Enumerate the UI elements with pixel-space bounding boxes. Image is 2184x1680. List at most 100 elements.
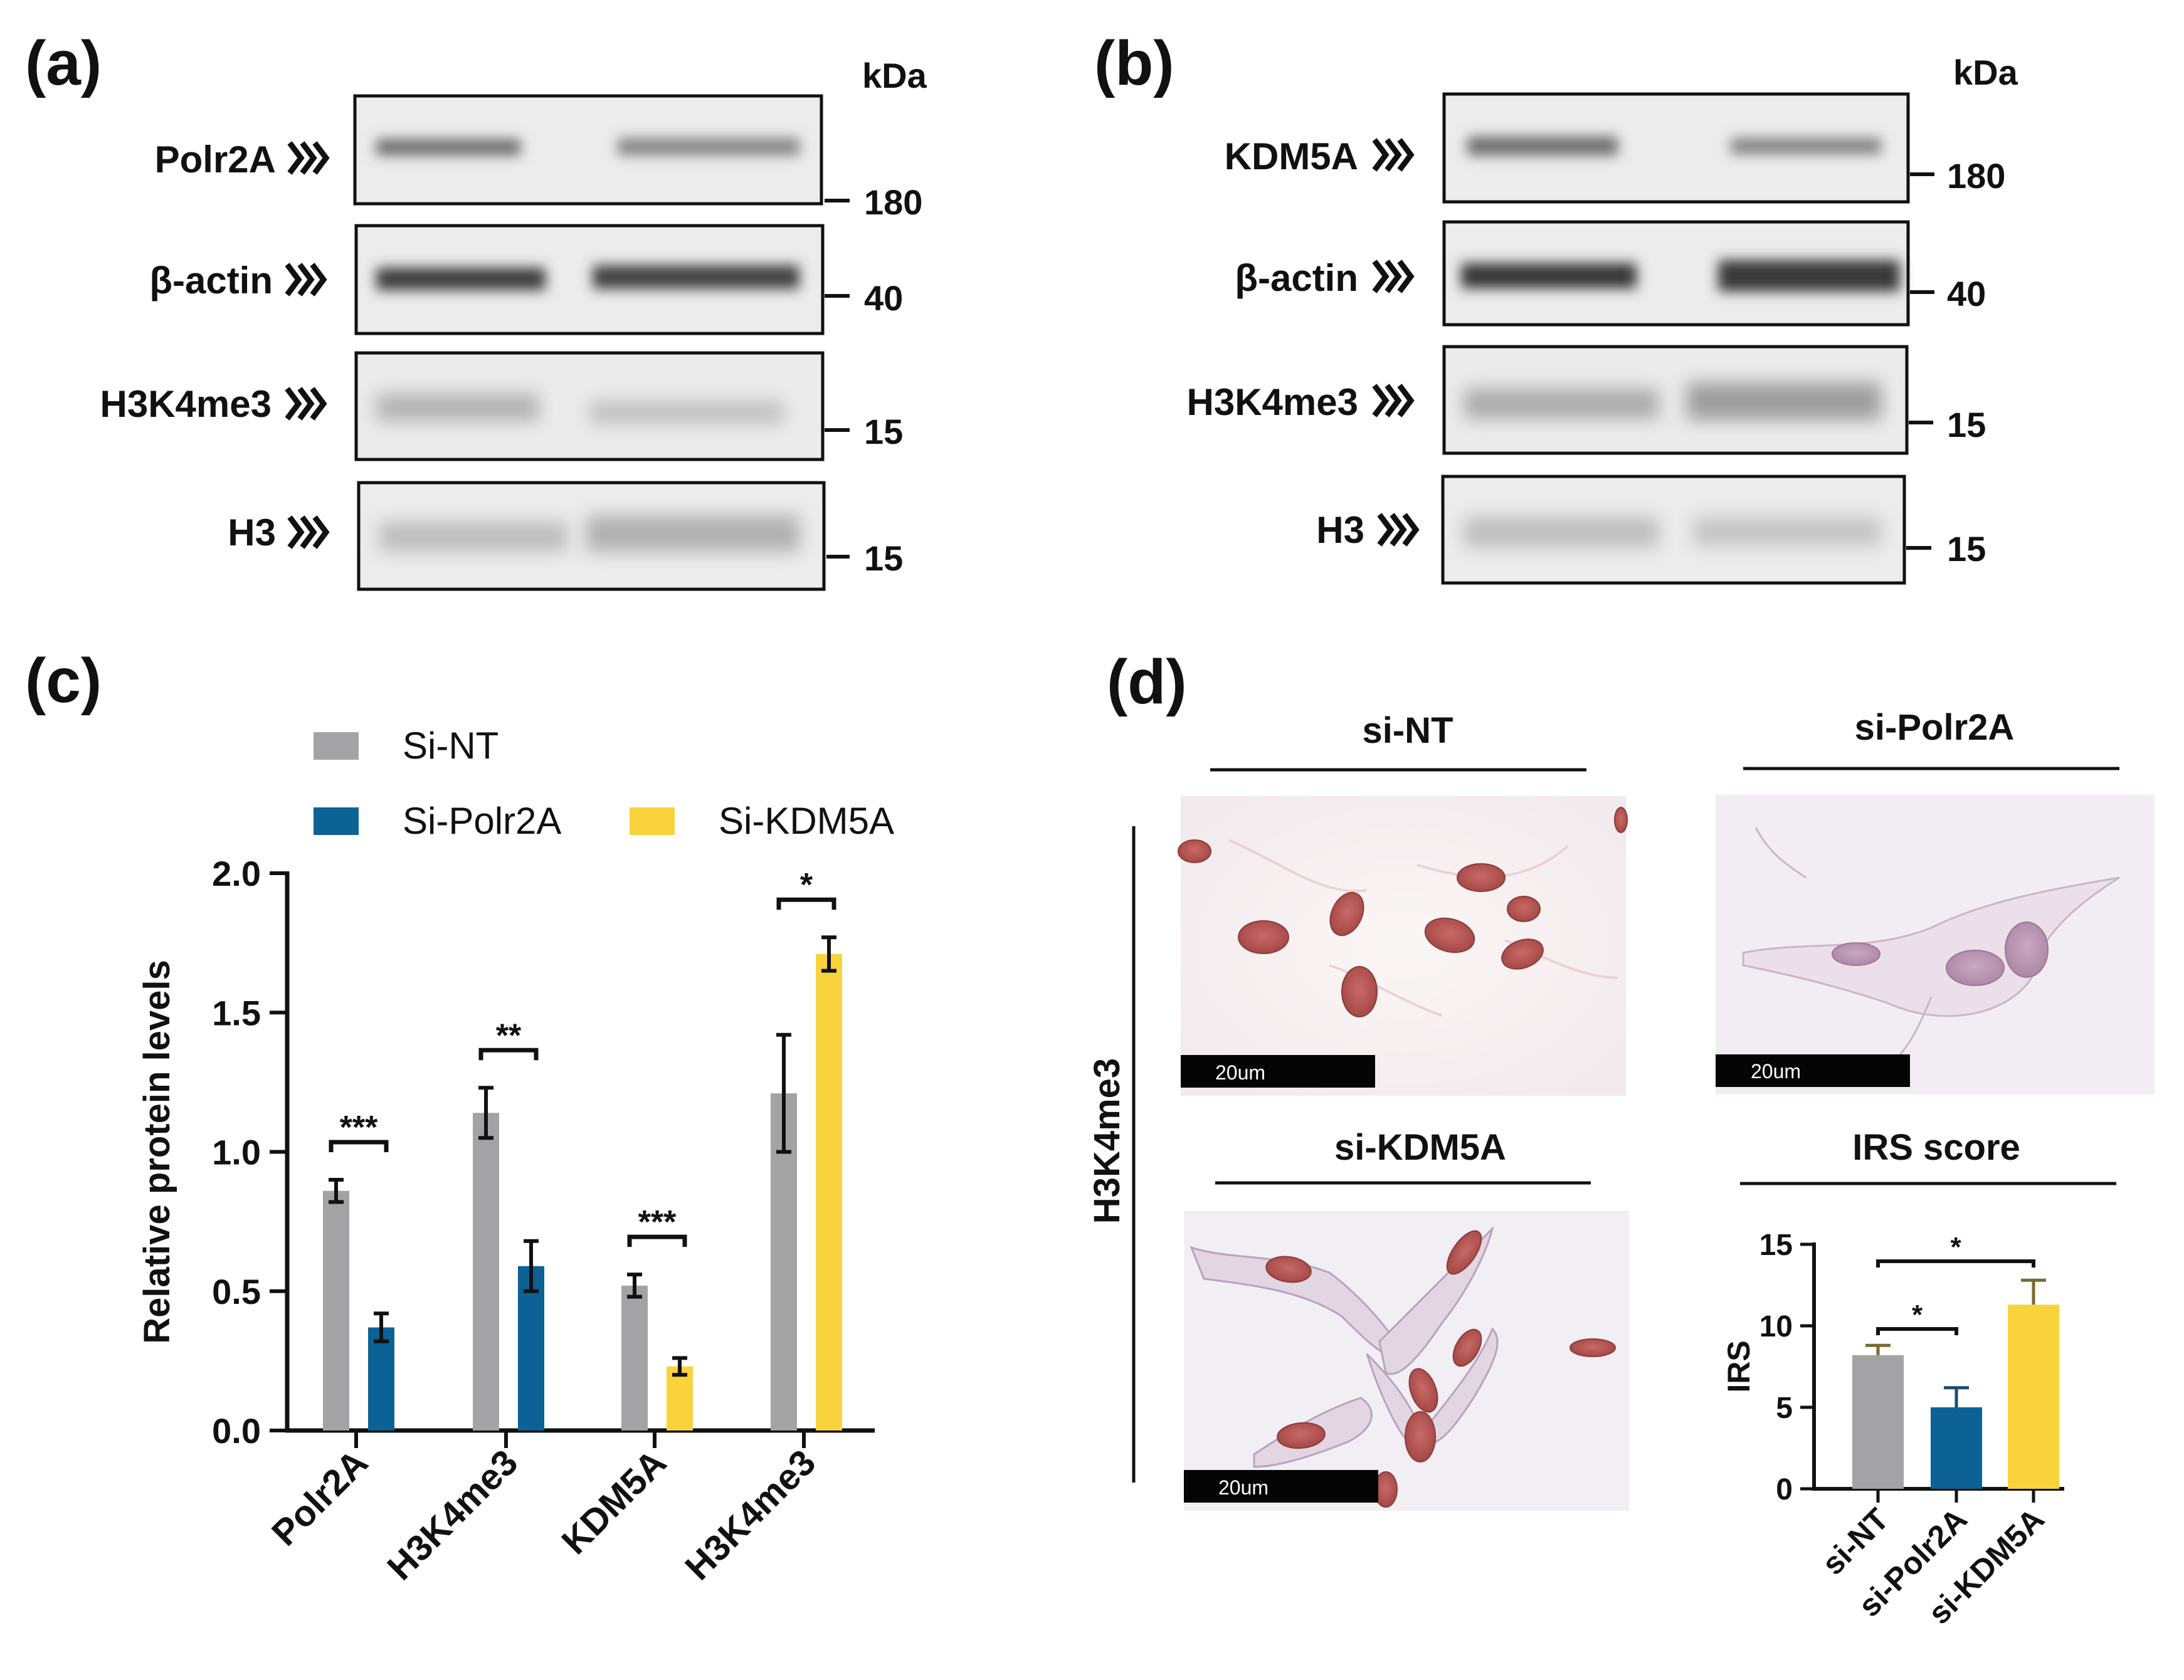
band xyxy=(586,515,799,552)
blot-h3k4me3-a xyxy=(354,351,825,461)
x-tick-label: H3K4me3 xyxy=(379,1442,525,1588)
nucleus xyxy=(1946,950,2005,986)
nucleus xyxy=(1408,1368,1438,1413)
nucleus xyxy=(1614,807,1628,833)
legend-swatch xyxy=(314,807,359,835)
nucleus xyxy=(1277,1422,1326,1449)
blot-h3-a xyxy=(357,481,826,591)
y-tick-label: 1.5 xyxy=(212,993,261,1032)
panel-a-kda-label: kDa xyxy=(862,56,927,95)
band xyxy=(593,265,799,289)
kda-marker: 15 xyxy=(1947,529,1986,569)
legend-swatch xyxy=(314,732,359,760)
y-tick-label: 0 xyxy=(1776,1473,1793,1506)
bar xyxy=(621,1285,648,1431)
legend-label: Si-KDM5A xyxy=(719,800,894,842)
image-title-si-kdm5a: si-KDM5A xyxy=(1334,1127,1506,1168)
row-label: β-actin xyxy=(1235,257,1358,299)
band xyxy=(1467,137,1618,155)
band xyxy=(376,268,546,290)
band xyxy=(618,138,799,155)
band xyxy=(1464,517,1659,547)
panel-b-kda-label: kDa xyxy=(1953,53,2018,92)
y-axis-label: IRS xyxy=(1721,1340,1756,1392)
row-label: H3K4me3 xyxy=(1187,381,1359,423)
nucleus xyxy=(1405,1411,1436,1462)
y-tick-label: 0.5 xyxy=(212,1272,261,1311)
nucleus xyxy=(1446,1230,1482,1275)
kda-marker: 15 xyxy=(864,538,903,578)
nucleus xyxy=(1507,896,1541,922)
panel-a: (a) kDa Polr2A β-actin H3K4me3 xyxy=(25,28,927,591)
chevron-icon xyxy=(1372,138,1420,547)
image-title-si-nt: si-NT xyxy=(1363,710,1453,751)
nucleus xyxy=(1452,1328,1482,1367)
y-tick-label: 10 xyxy=(1759,1310,1793,1343)
row-label: Polr2A xyxy=(155,139,276,181)
nucleus xyxy=(1569,1338,1616,1357)
blot-beta-actin-a xyxy=(354,224,825,335)
micrograph-si-polr2a: 20um xyxy=(1716,795,2155,1095)
x-tick-label: Polr2A xyxy=(264,1442,376,1553)
kda-marker: 15 xyxy=(864,412,903,451)
y-axis-label: Relative protein levels xyxy=(137,960,177,1343)
band xyxy=(1461,263,1637,288)
significance-bracket xyxy=(1876,1259,2035,1268)
x-tick-label: H3K4me3 xyxy=(677,1442,823,1588)
image-title-si-polr2a: si-Polr2A xyxy=(1855,707,2015,748)
significance-label: ** xyxy=(496,1017,522,1054)
bar xyxy=(368,1327,394,1431)
bar xyxy=(518,1266,544,1431)
blot-h3-b xyxy=(1441,475,1906,585)
row-label: H3K4me3 xyxy=(100,383,272,425)
row-label: β-actin xyxy=(149,260,273,302)
kda-marker: 180 xyxy=(864,182,922,222)
nucleus xyxy=(1832,942,1881,966)
row-label: H3 xyxy=(228,512,276,554)
significance-label: *** xyxy=(638,1204,677,1241)
bar xyxy=(667,1366,693,1431)
row-label: KDM5A xyxy=(1225,135,1358,177)
bar-chart-protein-levels: 0.0 0.5 1.0 1.5 2.0 Relative protein levels Si… xyxy=(137,725,894,1588)
band xyxy=(376,139,520,155)
bar xyxy=(1931,1407,1982,1489)
panel-d-letter: (d) xyxy=(1107,647,1187,717)
legend-swatch xyxy=(630,807,675,835)
significance-bracket xyxy=(478,1047,539,1061)
nucleus xyxy=(1238,920,1289,954)
y-tick-label: 1.0 xyxy=(212,1133,261,1172)
panel-a-letter: (a) xyxy=(25,28,102,98)
band xyxy=(1718,260,1900,291)
scale-bar-label: 20um xyxy=(1218,1476,1269,1499)
band xyxy=(1731,138,1881,154)
significance-label: *** xyxy=(340,1110,378,1146)
significance-label: * xyxy=(1950,1232,1961,1263)
side-label-h3k4me3: H3K4me3 xyxy=(1087,1058,1127,1224)
blot-kdm5a xyxy=(1442,92,1910,204)
band xyxy=(1693,517,1881,546)
bar xyxy=(1852,1355,1904,1489)
row-label: H3 xyxy=(1316,509,1364,551)
kda-marker: 180 xyxy=(1947,156,2005,196)
bar xyxy=(473,1113,499,1431)
x-tick-label: KDM5A xyxy=(554,1442,674,1562)
nucleus xyxy=(1329,891,1364,937)
nucleus xyxy=(1457,863,1506,892)
band xyxy=(1687,382,1881,420)
significance-label: * xyxy=(1912,1299,1923,1330)
legend-label: Si-NT xyxy=(403,725,499,767)
nucleus xyxy=(1178,839,1211,863)
micrograph-si-kdm5a: 20um xyxy=(1184,1211,1629,1511)
irs-title: IRS score xyxy=(1852,1127,2020,1168)
nucleus xyxy=(1341,966,1378,1017)
band xyxy=(376,394,539,421)
panel-c: (c) 0.0 0.5 1.0 1.5 2.0 Relative protein leve… xyxy=(25,646,894,1588)
panel-c-letter: (c) xyxy=(25,646,102,716)
kda-marker: 15 xyxy=(1947,405,1986,444)
nucleus xyxy=(1424,917,1475,953)
blot-h3k4me3-b xyxy=(1442,345,1909,455)
y-tick-label: 15 xyxy=(1759,1229,1793,1262)
nucleus xyxy=(1265,1256,1312,1283)
blot-polr2a xyxy=(353,94,823,206)
